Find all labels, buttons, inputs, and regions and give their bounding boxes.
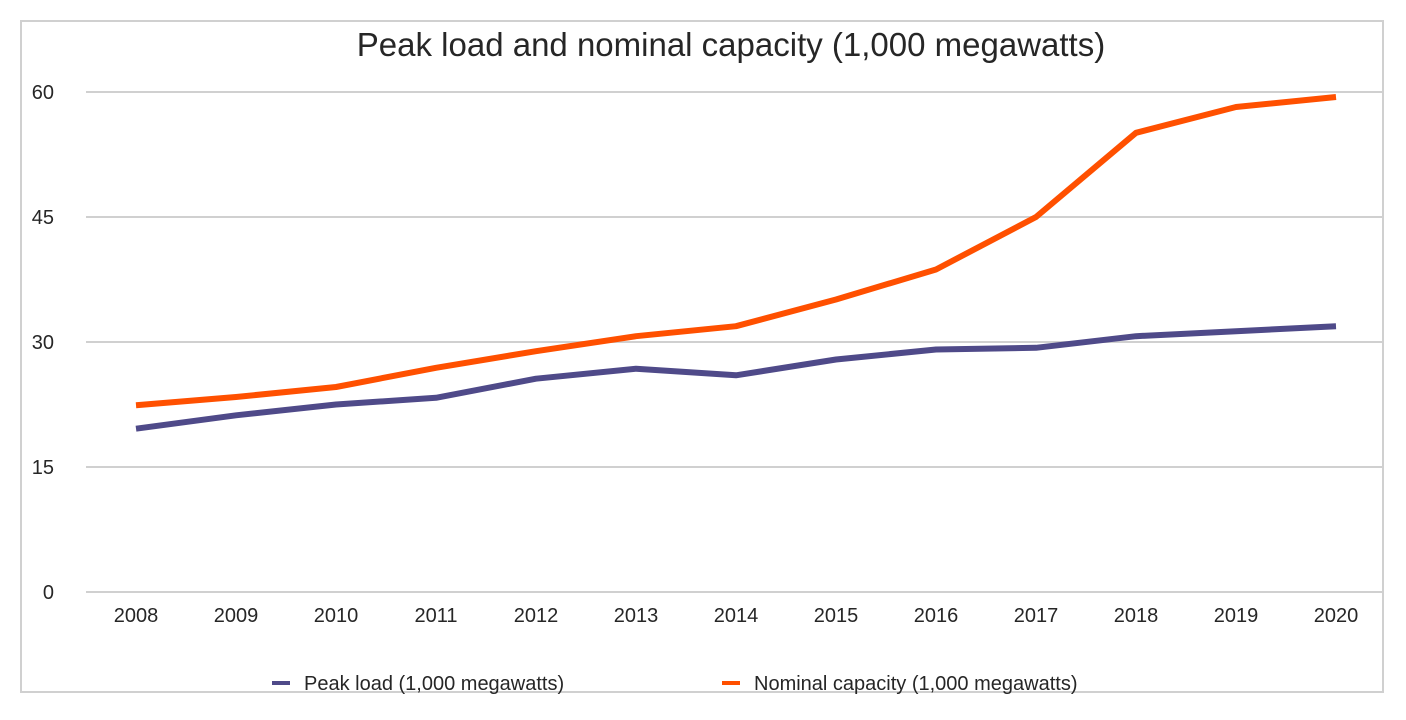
chart-title: Peak load and nominal capacity (1,000 me… [357,26,1105,63]
x-tick-label: 2020 [1314,605,1359,627]
x-tick-label: 2010 [314,605,359,627]
legend: Peak load (1,000 megawatts) Nominal capac… [272,673,1077,695]
series-line-nominal-capacity [135,94,1337,409]
x-tick-label: 2018 [1114,605,1159,627]
x-tick-label: 2011 [414,605,457,627]
chart-frame [20,20,1384,693]
y-tick-label: 15 [32,457,54,479]
x-tick-label: 2009 [214,605,259,627]
series-lines [135,94,1337,432]
legend-label: Peak load (1,000 megawatts) [304,673,564,695]
legend-item: Peak load (1,000 megawatts) [272,673,564,695]
y-tick-label: 0 [43,582,54,604]
y-axis-ticks: 0 15 30 45 60 [32,82,54,604]
x-tick-label: 2008 [114,605,159,627]
x-axis-ticks: 2008 2009 2010 2011 2012 2013 2014 2015 2016 2017… [114,605,1359,627]
x-tick-label: 2019 [1214,605,1259,627]
x-tick-label: 2015 [814,605,859,627]
x-tick-label: 2017 [1014,605,1059,627]
series-line-peak-load [135,323,1337,432]
gridlines [86,91,1384,593]
x-tick-label: 2012 [514,605,559,627]
y-tick-label: 45 [32,207,54,229]
y-tick-label: 60 [32,82,54,104]
legend-item: Nominal capacity (1,000 megawatts) [722,673,1077,695]
x-tick-label: 2013 [614,605,659,627]
y-tick-label: 30 [32,332,54,354]
x-tick-label: 2016 [914,605,959,627]
legend-label: Nominal capacity (1,000 megawatts) [754,673,1077,695]
x-tick-label: 2014 [714,605,759,627]
